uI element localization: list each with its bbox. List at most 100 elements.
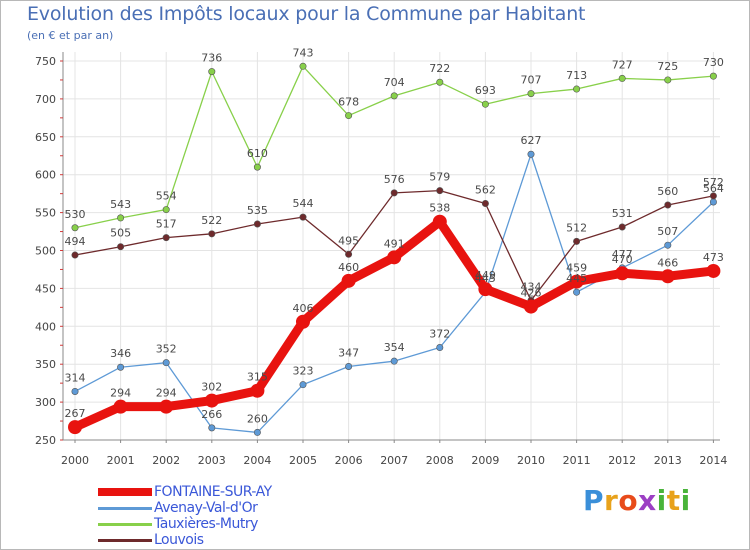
x-tick-label: 2004 <box>243 454 271 467</box>
data-point <box>296 314 310 329</box>
data-point <box>117 243 125 251</box>
data-point <box>436 344 444 352</box>
logo-letter: t <box>666 484 681 517</box>
x-tick-label: 2007 <box>380 454 408 467</box>
data-label: 704 <box>384 76 405 89</box>
data-point <box>253 163 261 171</box>
series-fontaine-sur-ay <box>68 214 721 435</box>
y-tick-label: 500 <box>35 245 56 258</box>
data-label: 610 <box>247 147 268 160</box>
plot-area <box>63 52 720 440</box>
y-tick-label: 700 <box>35 93 56 106</box>
data-label: 736 <box>201 52 222 65</box>
data-label: 531 <box>612 207 633 220</box>
y-tick-label: 350 <box>35 358 56 371</box>
data-point <box>68 420 82 435</box>
data-point <box>527 90 535 98</box>
data-label: 323 <box>293 365 314 378</box>
data-point <box>71 251 79 259</box>
logo-letter: i <box>680 484 691 517</box>
data-label: 576 <box>384 173 405 186</box>
data-label: 266 <box>201 408 222 421</box>
data-label: 346 <box>110 347 131 360</box>
data-label: 562 <box>475 184 496 197</box>
data-point <box>664 201 672 209</box>
data-label: 727 <box>612 58 633 71</box>
data-label: 543 <box>110 198 131 211</box>
data-point <box>299 213 307 221</box>
data-point <box>162 206 170 214</box>
data-point <box>345 362 353 370</box>
data-label: 554 <box>156 190 177 203</box>
data-point <box>709 198 717 206</box>
data-point <box>709 72 717 80</box>
x-tick-label: 2013 <box>654 454 682 467</box>
data-point <box>390 92 398 100</box>
data-label: 572 <box>703 176 724 189</box>
data-label: 725 <box>657 60 678 73</box>
data-point <box>478 282 493 297</box>
data-point <box>573 237 581 245</box>
data-point <box>390 357 398 365</box>
data-point <box>208 424 216 432</box>
y-tick-label: 400 <box>35 320 56 333</box>
data-point <box>117 214 125 222</box>
data-label: 294 <box>156 387 177 400</box>
data-label: 347 <box>338 346 359 359</box>
data-label: 530 <box>65 208 86 221</box>
legend-swatch-fontaine <box>98 488 152 496</box>
x-tick-label: 2010 <box>517 454 545 467</box>
data-label: 743 <box>293 46 314 59</box>
x-tick-label: 2000 <box>61 454 89 467</box>
data-point <box>208 68 216 76</box>
y-tick-label: 550 <box>35 207 56 220</box>
data-labels-3: 494 505 517 522 535 544 495 576 579 562 434 512 531 5… <box>65 171 724 294</box>
data-label: 460 <box>338 261 359 274</box>
data-point <box>113 399 128 414</box>
data-point <box>345 250 353 258</box>
data-label: 406 <box>293 302 314 315</box>
data-point <box>345 112 353 120</box>
data-label: 713 <box>566 69 587 82</box>
legend-label-louvois: Louvois <box>154 532 204 548</box>
logo-letter: r <box>604 484 619 517</box>
x-tick-label: 2012 <box>608 454 636 467</box>
data-labels-1: 314 346 352 266 260 323 347 354 372 445 627 445 477 5… <box>65 134 724 425</box>
legend-swatch-tauxieres <box>98 523 152 526</box>
x-tick-label: 2008 <box>426 454 454 467</box>
data-point <box>618 223 626 231</box>
data-label: 535 <box>247 204 268 217</box>
legend-label-avenay: Avenay-Val-d'Or <box>154 500 258 516</box>
data-point <box>569 274 584 289</box>
data-point <box>253 220 261 228</box>
data-label: 627 <box>521 134 542 147</box>
data-point <box>618 74 626 82</box>
data-point <box>71 224 79 232</box>
x-tick-label: 2002 <box>152 454 180 467</box>
data-label: 730 <box>703 56 724 69</box>
data-point <box>615 266 630 281</box>
y-tick-label: 450 <box>35 282 56 295</box>
logo-letter: o <box>618 484 639 517</box>
data-point <box>387 250 402 265</box>
data-label: 473 <box>703 251 724 264</box>
data-point <box>71 387 79 395</box>
x-tick-label: 2003 <box>198 454 226 467</box>
x-tick-label: 2011 <box>563 454 591 467</box>
data-point <box>299 62 307 70</box>
data-label: 564 <box>703 182 724 195</box>
data-label: 495 <box>338 234 359 247</box>
data-label: 314 <box>65 371 86 384</box>
data-label: 579 <box>429 171 450 184</box>
x-tick-label: 2009 <box>471 454 499 467</box>
data-label: 507 <box>657 225 678 238</box>
data-label: 470 <box>612 253 633 266</box>
x-tick-label: 2005 <box>289 454 317 467</box>
y-tick-label: 750 <box>35 55 56 68</box>
data-label: 494 <box>65 235 86 248</box>
proxiti-logo: Proxiti <box>583 484 691 517</box>
data-point <box>117 363 125 371</box>
data-label: 522 <box>201 214 222 227</box>
